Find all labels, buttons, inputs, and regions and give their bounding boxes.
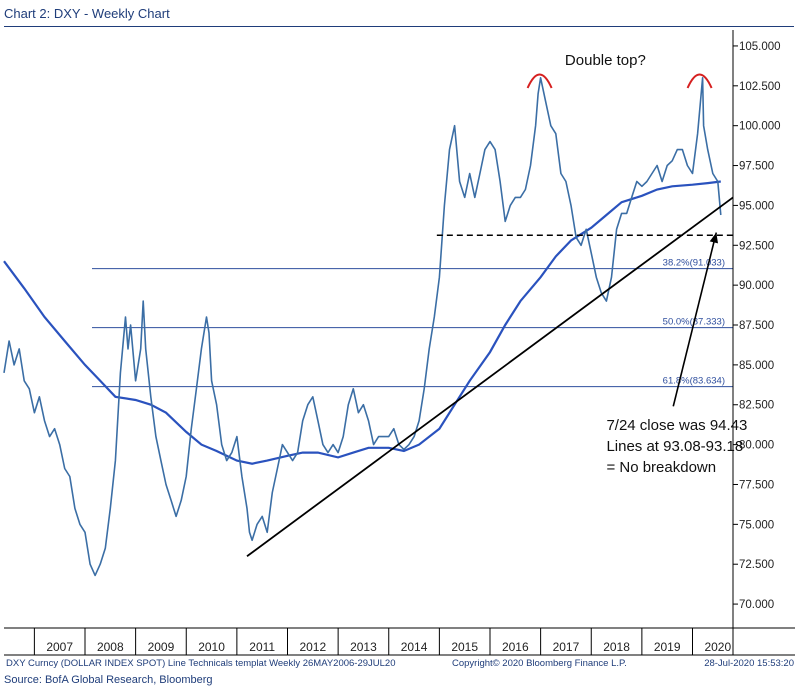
double-top-annotation: Double top? [565,52,646,69]
x-tick-label-0: 2007 [46,640,73,654]
note-line-2: Lines at 93.08-93.18 [606,438,743,455]
y-tick-label-5: 92.500 [739,240,774,252]
price-series-line [3,77,722,577]
x-tick-label-12: 2019 [654,640,681,654]
x-tick-label-13: 2020 [704,640,731,654]
y-tick-label-7: 87.500 [739,320,774,332]
x-tick-label-3: 2010 [198,640,225,654]
annotation-arrow-head [709,232,719,244]
x-tick-label-7: 2014 [401,640,428,654]
annotation-layer: Double top? 7/24 close was 94.43 Lines a… [526,52,747,476]
x-tick-label-8: 2015 [451,640,478,654]
note-line-1: 7/24 close was 94.43 [606,417,747,434]
y-tick-label-14: 70.000 [739,599,774,611]
y-tick-label-9: 82.500 [739,400,774,412]
annotation-arrow-shaft [672,232,718,407]
y-tick-label-13: 72.500 [739,559,774,571]
moving-average-line [3,180,721,465]
y-tick-label-10: 80.000 [739,440,774,452]
footer-left-text: DXY Curncy (DOLLAR INDEX SPOT) Line Tech… [6,658,396,669]
chart-title: Chart 2: DXY - Weekly Chart [4,6,170,21]
fib-label-1: 38.2%(91.033) [663,258,725,269]
title-divider [4,26,794,27]
x-tick-label-4: 2011 [249,640,275,654]
footer-timestamp-text: 28-Jul-2020 15:53:20 [704,658,794,669]
trendline-layer [246,196,734,557]
x-tick-label-2: 2009 [148,640,175,654]
footer-copyright-text: Copyright© 2020 Bloomberg Finance L.P. [452,658,627,669]
x-tick-label-6: 2013 [350,640,377,654]
note-line-3: = No breakdown [606,459,716,476]
axis-layer: 105.000 102.500 100.000 97.500 95.000 92.500 9… [4,30,795,656]
fib-label-3: 61.8%(83.634) [663,376,725,387]
price-layer [3,77,722,577]
double-top-arc-1 [526,73,553,89]
moving-average-layer [3,180,721,465]
double-top-arc-2 [686,73,713,89]
y-tick-label-4: 95.000 [739,200,774,212]
y-tick-label-8: 85.000 [739,360,774,372]
source-note: Source: BofA Global Research, Bloomberg [4,674,213,686]
x-tick-label-5: 2012 [299,640,326,654]
y-tick-label-0: 105.000 [739,41,781,53]
y-tick-label-1: 102.500 [739,81,781,93]
y-tick-label-6: 90.000 [739,280,774,292]
y-tick-label-2: 100.000 [739,121,781,133]
fibonacci-lines: 38.2%(91.033)50.0%(87.333)61.8%(83.634) [92,258,733,388]
y-tick-label-11: 77.500 [739,479,774,491]
y-tick-label-12: 75.000 [739,519,774,531]
x-tick-label-1: 2008 [97,640,124,654]
x-tick-label-11: 2018 [603,640,630,654]
x-tick-label-10: 2017 [553,640,580,654]
y-tick-label-3: 97.500 [739,161,774,173]
rising-trendline [246,196,734,557]
x-tick-label-9: 2016 [502,640,529,654]
